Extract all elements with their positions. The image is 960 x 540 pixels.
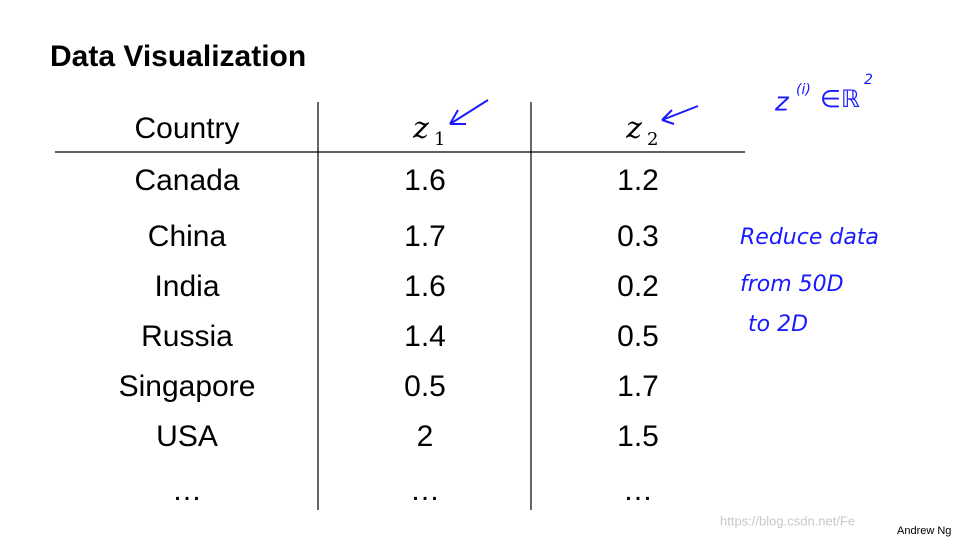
cell-value: 1.7 xyxy=(404,220,446,253)
notation-relation: ∈ℝ xyxy=(820,85,860,113)
cell-value: … xyxy=(623,474,653,507)
cell-value: 1.6 xyxy=(404,164,446,197)
column-header-subscript: 1 xyxy=(434,129,445,150)
cell-value: 1.2 xyxy=(617,164,659,197)
cell-value: 1.7 xyxy=(617,370,659,403)
cell-value: 0.3 xyxy=(617,220,659,253)
watermark: https://blog.csdn.net/Fe xyxy=(720,513,855,528)
row-label: China xyxy=(148,220,227,253)
row-label: … xyxy=(172,474,202,507)
column-header-subscript: 2 xyxy=(647,129,658,150)
notation-superscript: (i) xyxy=(796,82,811,98)
row-label: USA xyxy=(156,420,218,453)
cell-value: 2 xyxy=(417,420,434,453)
cell-value: … xyxy=(410,474,440,507)
column-header: Country xyxy=(134,112,239,145)
cell-value: 1.4 xyxy=(404,320,446,353)
notation-base: z xyxy=(774,88,790,118)
notation-power: 2 xyxy=(864,72,873,88)
note-line: from 50D xyxy=(740,272,844,297)
row-label: India xyxy=(154,270,219,303)
cell-value: 1.6 xyxy=(404,270,446,303)
column-header-symbol: z xyxy=(412,111,429,146)
row-label: Russia xyxy=(141,320,233,353)
cell-value: 1.5 xyxy=(617,420,659,453)
title: Data Visualization xyxy=(50,40,306,73)
note-line: to 2D xyxy=(748,312,808,337)
row-label: Canada xyxy=(134,164,239,197)
footer: Andrew Ng xyxy=(897,525,951,537)
cell-value: 0.2 xyxy=(617,270,659,303)
arrow xyxy=(449,99,489,125)
cell-value: 0.5 xyxy=(617,320,659,353)
arrow xyxy=(661,105,699,125)
note-line: Reduce data xyxy=(740,225,879,250)
cell-value: 0.5 xyxy=(404,370,446,403)
row-label: Singapore xyxy=(119,370,256,403)
column-header-symbol: z xyxy=(625,111,642,146)
